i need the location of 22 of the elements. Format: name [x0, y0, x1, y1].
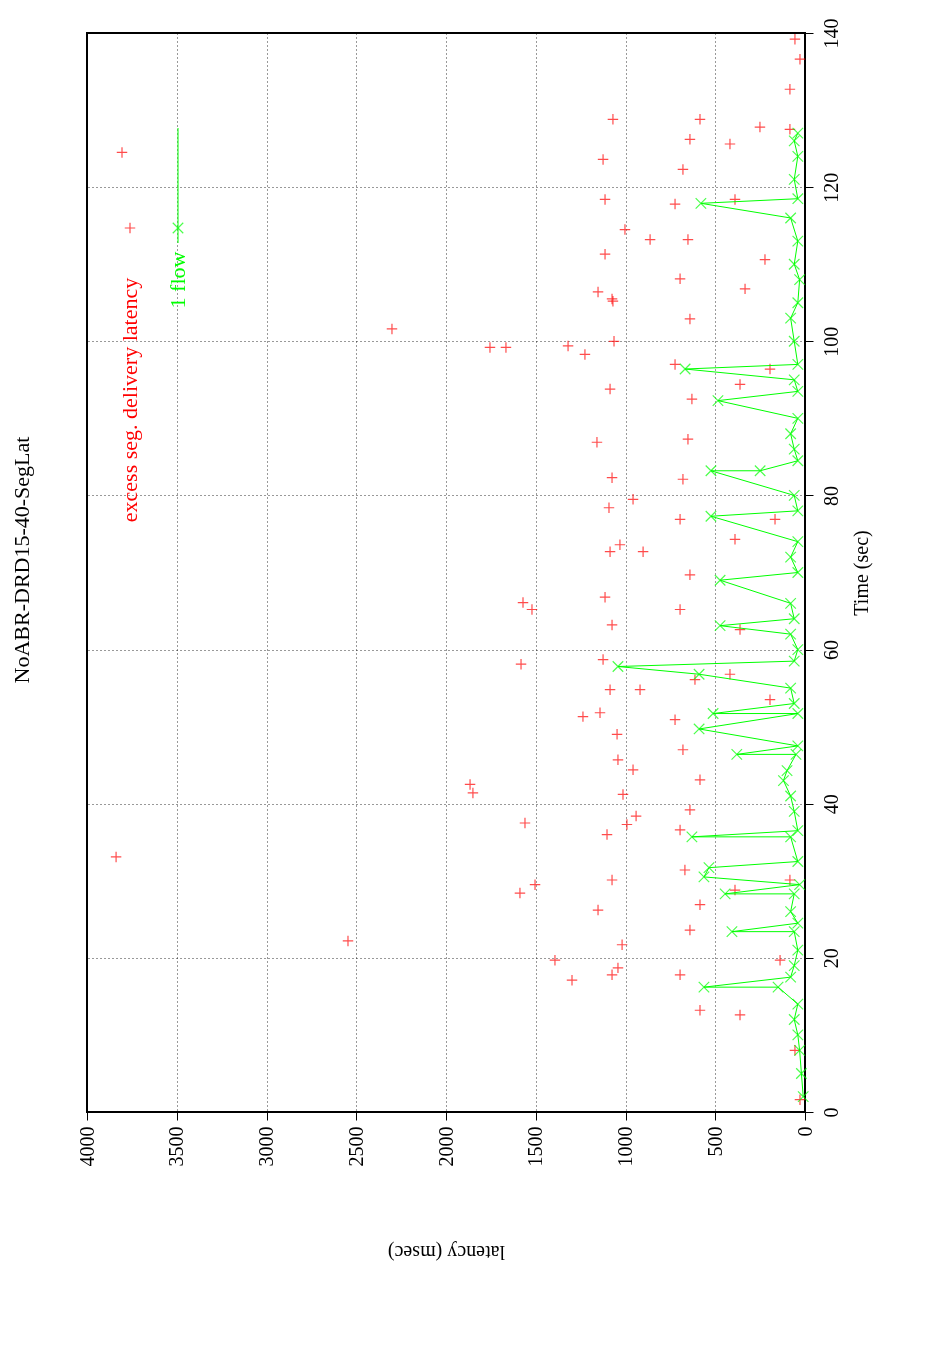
x-tick-label: 0 [793, 1126, 816, 1137]
x-axis-title: latency (msec) [387, 1240, 506, 1264]
x-tick-label: 3000 [255, 1126, 277, 1167]
text: excess seg. delivery latency [117, 277, 142, 523]
y-tick-label: 20 [819, 948, 842, 969]
y-tick-label: 100 [819, 326, 842, 357]
y-tick-label: 140 [819, 18, 842, 49]
y-tick-label: 120 [819, 172, 842, 203]
x-tick-label: 500 [703, 1126, 726, 1157]
legend-label: 1 flow [165, 251, 190, 309]
y-tick-label: 0 [819, 1107, 842, 1118]
y-tick-label: 40 [819, 794, 842, 815]
x-tick-label: 2000 [434, 1126, 457, 1167]
y-tick-label: 80 [819, 485, 842, 506]
x-tick-label: 3500 [165, 1126, 188, 1167]
x-tick-label: 1000 [614, 1126, 636, 1167]
text: NoABR-DRD15-40-SegLat [9, 436, 34, 684]
x-tick-label: 2500 [344, 1126, 367, 1167]
y-axis-title: Time (sec) [849, 530, 873, 616]
y-tick-label: 60 [819, 640, 842, 661]
x-tick-label: 4000 [75, 1126, 98, 1167]
x-tick-label: 1500 [524, 1126, 547, 1167]
